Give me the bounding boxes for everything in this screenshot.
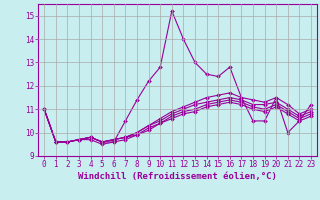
- X-axis label: Windchill (Refroidissement éolien,°C): Windchill (Refroidissement éolien,°C): [78, 172, 277, 181]
